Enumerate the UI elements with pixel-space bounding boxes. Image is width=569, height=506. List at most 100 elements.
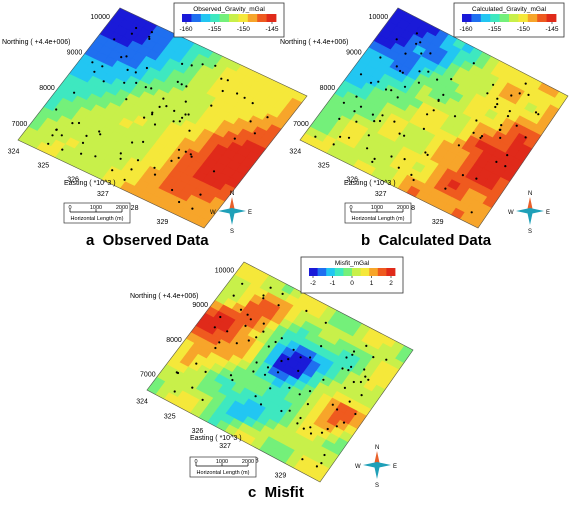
station-point (378, 119, 382, 123)
station-point (212, 170, 216, 173)
colorbar-swatch (360, 268, 370, 276)
station-point (472, 62, 475, 65)
station-point (165, 105, 168, 108)
scale-bar-tick-label: 1000 (371, 205, 383, 211)
easting-tick-label: 329 (432, 219, 444, 226)
station-point (475, 119, 478, 122)
station-point (323, 453, 326, 457)
colorbar-swatch (266, 14, 277, 22)
station-point (255, 336, 258, 339)
colorbar-swatch (369, 268, 379, 276)
station-point (385, 358, 388, 361)
station-point (177, 156, 180, 159)
station-point (280, 337, 283, 340)
compass-west-arrow (516, 208, 530, 214)
station-point (404, 52, 407, 55)
station-point (201, 398, 204, 401)
colorbar-swatch (537, 14, 547, 22)
colorbar-swatch (546, 14, 557, 22)
station-point (399, 69, 402, 73)
station-point (135, 26, 138, 30)
station-point (153, 173, 157, 176)
station-point (398, 132, 401, 135)
station-point (450, 78, 453, 81)
compass-west-arrow (218, 208, 232, 214)
colorbar-swatch (343, 268, 353, 276)
station-point (395, 65, 398, 68)
compass-south-arrow (374, 465, 380, 479)
station-point (171, 188, 174, 192)
station-point (51, 134, 54, 137)
colorbar-swatch (499, 14, 510, 22)
station-point (123, 178, 126, 181)
scale-bar-label: Horizontal Length (m) (71, 216, 124, 222)
station-point (422, 127, 425, 130)
station-point (534, 111, 538, 114)
station-point (244, 324, 247, 327)
station-point (173, 109, 176, 112)
station-point (315, 465, 318, 468)
station-point (218, 341, 221, 344)
northing-label: Northing ( +4.4e+006) (130, 293, 199, 300)
compass-s-label: S (528, 229, 532, 235)
station-point (296, 422, 299, 425)
station-point (220, 77, 223, 80)
station-point (210, 104, 213, 107)
station-point (60, 134, 63, 137)
station-point (191, 207, 194, 210)
station-point (274, 340, 277, 344)
station-point (390, 155, 393, 158)
easting-tick-label: 327 (219, 443, 231, 450)
station-point (99, 133, 102, 136)
colorbar-tick-label: -160 (179, 26, 192, 33)
station-point (120, 56, 123, 59)
station-point (187, 113, 190, 116)
station-point (444, 187, 447, 190)
colorbar-swatch (219, 14, 230, 22)
station-point (249, 120, 252, 123)
station-point (494, 105, 497, 109)
station-point (253, 132, 256, 135)
station-point (415, 32, 418, 35)
colorbar-title: Calculated_Gravity_mGal (472, 6, 547, 13)
station-point (426, 113, 429, 116)
station-point (309, 356, 312, 359)
station-point (403, 134, 406, 137)
station-point (336, 408, 339, 411)
station-point (397, 166, 400, 169)
compass-north-arrow (374, 451, 380, 465)
colorbar-tick-label: 1 (370, 280, 374, 287)
station-point (178, 120, 181, 123)
station-point (176, 80, 179, 83)
station-point (335, 425, 338, 428)
station-point (350, 365, 353, 368)
station-point (360, 394, 363, 397)
station-point (377, 80, 380, 83)
station-point (126, 68, 129, 71)
station-point (410, 173, 413, 176)
station-point (153, 166, 156, 169)
station-point (144, 86, 147, 89)
station-point (320, 345, 323, 348)
northing-tick-label: 7000 (12, 121, 28, 128)
station-point (151, 111, 154, 114)
station-point (201, 63, 204, 66)
station-point (355, 95, 358, 98)
station-point (178, 200, 181, 204)
colorbar-swatch (309, 268, 318, 276)
station-point (172, 120, 175, 123)
easting-tick-label: 324 (8, 149, 20, 156)
station-point (98, 130, 101, 133)
station-point (80, 152, 83, 155)
colorbar-swatch (191, 14, 202, 22)
colorbar-swatch (480, 14, 491, 22)
colorbar-tick-label: -150 (237, 26, 250, 33)
compass-south-arrow (229, 211, 235, 225)
station-point (263, 373, 267, 376)
station-point (496, 97, 499, 100)
station-point (367, 378, 370, 381)
station-point (153, 123, 157, 126)
caption-misfit: c Misfit (248, 484, 304, 501)
station-point (143, 116, 146, 119)
station-point (301, 458, 304, 461)
